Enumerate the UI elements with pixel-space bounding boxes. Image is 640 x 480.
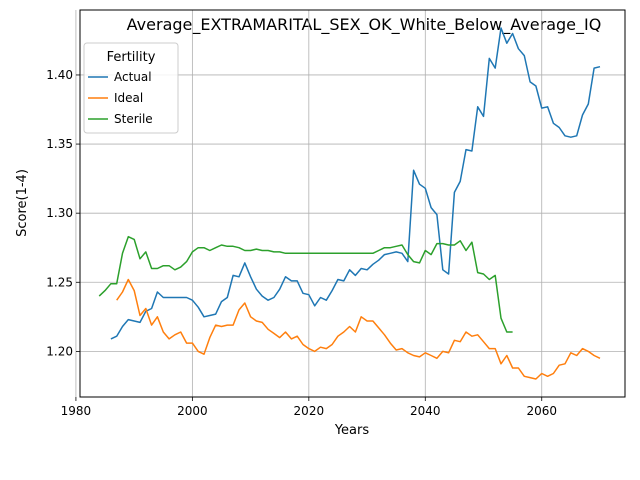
x-tick-label: 2040 <box>410 404 441 418</box>
grid <box>75 10 625 397</box>
series-line-sterile <box>98 235 513 333</box>
plot-frame <box>79 9 626 398</box>
y-tick-label: 1.40 <box>46 68 73 82</box>
y-axis: 1.20 1.25 1.30 1.35 1.40 <box>46 68 80 358</box>
x-tick-label: 2000 <box>177 404 208 418</box>
y-tick-label: 1.30 <box>46 206 73 220</box>
series-line-actual <box>110 27 601 340</box>
legend-label-sterile: Sterile <box>114 112 153 126</box>
chart-title: Average_EXTRAMARITAL_SEX_OK_White_Below_… <box>127 15 602 35</box>
y-axis-label: Score(1-4) <box>15 169 30 237</box>
legend-title: Fertility <box>107 50 156 65</box>
legend: Fertility Actual Ideal Sterile <box>83 42 179 134</box>
y-tick-label: 1.35 <box>46 137 73 151</box>
legend-label-ideal: Ideal <box>114 91 143 105</box>
x-tick-label: 1980 <box>61 404 92 418</box>
y-tick-label: 1.25 <box>46 275 73 289</box>
x-axis: 1980 2000 2020 2040 2060 <box>61 397 557 418</box>
x-tick-label: 2060 <box>526 404 557 418</box>
series-line-ideal <box>116 278 601 380</box>
legend-box <box>83 42 179 134</box>
series-lines <box>98 27 601 380</box>
x-tick-label: 2020 <box>294 404 325 418</box>
x-axis-label: Years <box>334 423 370 438</box>
y-tick-label: 1.20 <box>46 344 73 358</box>
legend-label-actual: Actual <box>114 70 152 84</box>
legend-entries: Actual Ideal Sterile <box>88 70 153 126</box>
